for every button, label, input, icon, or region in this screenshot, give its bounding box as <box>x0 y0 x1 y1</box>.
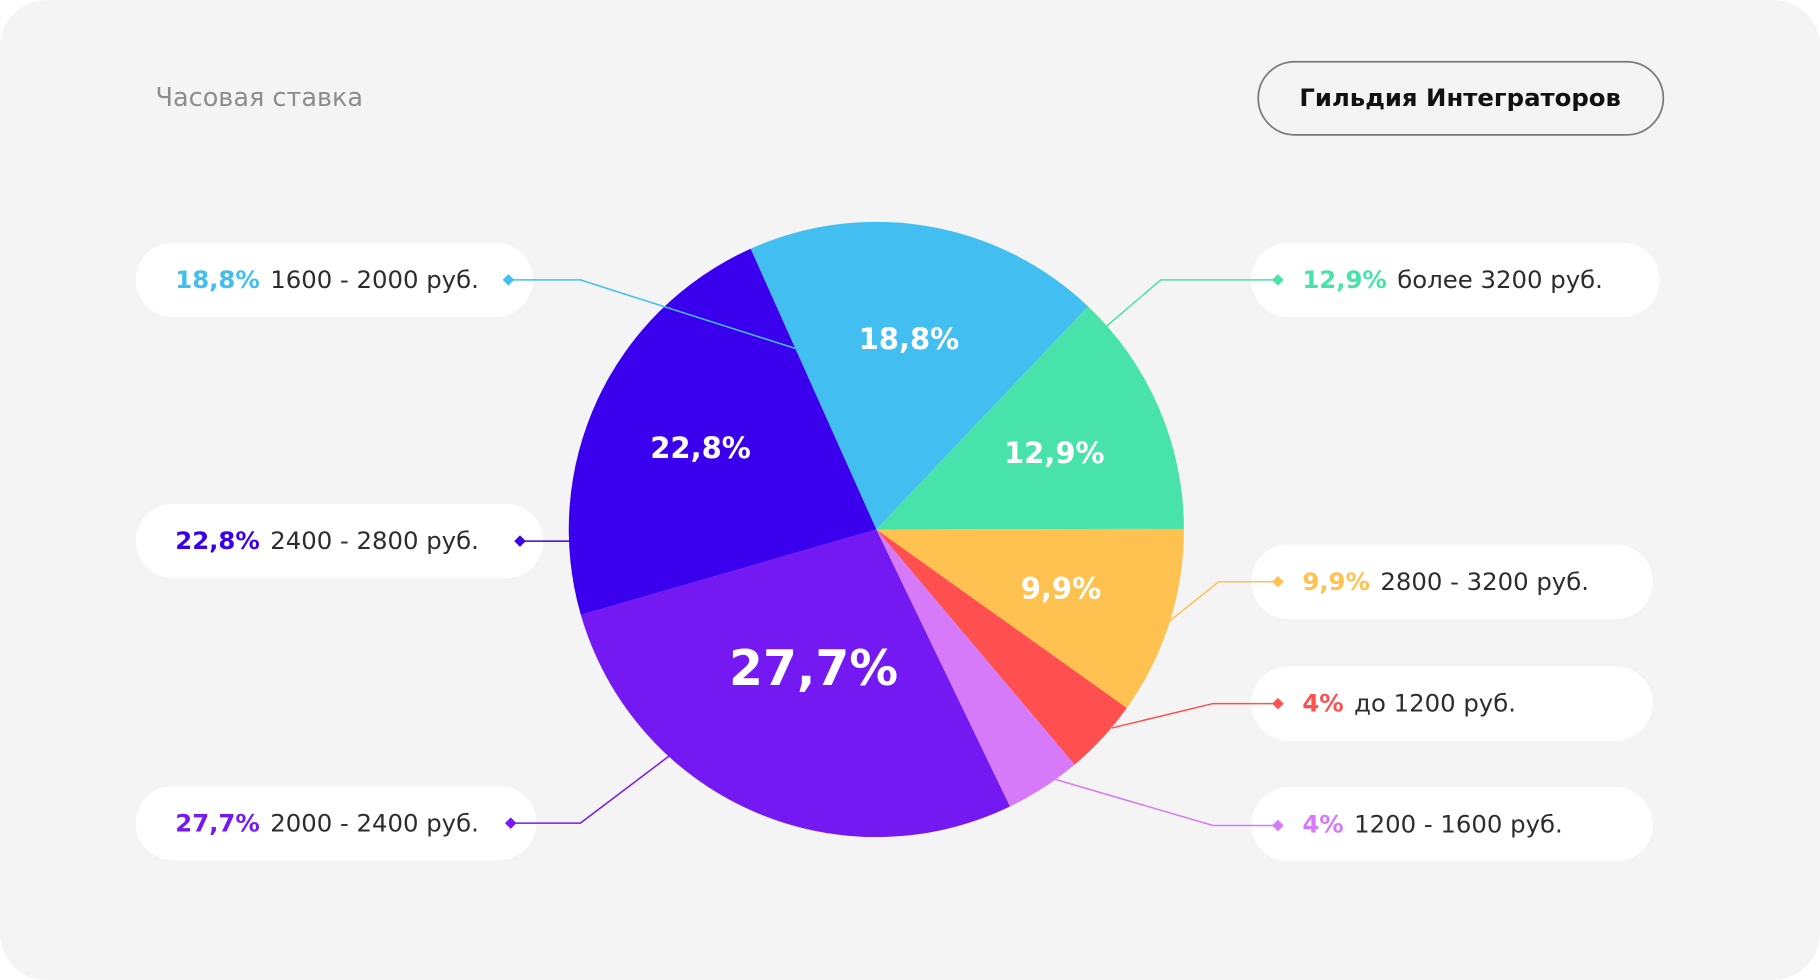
callout-label: 18,8% 1600 - 2000 руб. <box>175 265 479 294</box>
pie-slice <box>568 248 877 615</box>
slice-label: 22,8% <box>650 431 751 465</box>
callout-percent: 4% <box>1302 809 1343 838</box>
callout-category: 2000 - 2400 руб. <box>270 808 479 837</box>
leader-line <box>508 279 796 350</box>
pie-slice <box>580 529 1010 838</box>
leader-dot <box>514 535 526 547</box>
pie-slice <box>876 529 1127 765</box>
callout-label: 22,8% 2400 - 2800 руб. <box>175 526 479 555</box>
callout-box <box>135 785 537 861</box>
leader-line <box>1166 580 1278 625</box>
callout-label: 12,9% более 3200 руб. <box>1302 265 1603 294</box>
callout-category: более 3200 руб. <box>1397 265 1603 294</box>
button-frame[interactable] <box>1257 60 1665 136</box>
callout-percent: 9,9% <box>1302 567 1370 596</box>
leader-dot <box>1272 697 1284 710</box>
callout-box <box>135 503 544 579</box>
callout-percent: 4% <box>1302 689 1343 718</box>
callout-category: 2400 - 2800 руб. <box>270 526 479 555</box>
pie-slice <box>876 306 1184 530</box>
callout-percent: 12,9% <box>1302 265 1387 294</box>
slice-label: 18,8% <box>859 322 960 356</box>
callout-label: 9,9% 2800 - 3200 руб. <box>1302 567 1589 596</box>
leader-dot <box>1272 274 1284 286</box>
slice-label: 12,9% <box>1004 436 1105 470</box>
pie-slice <box>876 529 1075 807</box>
callout-label: 27,7% 2000 - 2400 руб. <box>175 808 479 837</box>
leader-line <box>1053 778 1278 827</box>
leader-dot <box>1272 819 1284 832</box>
leader-dot <box>504 817 517 829</box>
pie-slice <box>876 528 1184 709</box>
leader-line <box>1104 279 1278 329</box>
callout-box <box>1251 666 1653 741</box>
slice-label: 9,9% <box>1021 572 1101 606</box>
callout-category: 1600 - 2000 руб. <box>270 265 479 294</box>
leader-line <box>1111 702 1278 729</box>
callout-percent: 18,8% <box>175 265 260 294</box>
chart-title: Часовая ставка <box>156 83 364 113</box>
callout-percent: 22,8% <box>175 526 260 555</box>
callout-category: 1200 - 1600 руб. <box>1354 809 1563 838</box>
callout-box <box>1251 544 1653 619</box>
callout-percent: 27,7% <box>175 808 260 837</box>
callout-label: 4% 1200 - 1600 руб. <box>1302 809 1562 838</box>
pie-slice <box>750 221 1089 530</box>
leader-line <box>510 754 672 824</box>
slice-label: 27,7% <box>729 641 898 697</box>
callout-box <box>1251 242 1660 318</box>
callout-category: 2800 - 3200 руб. <box>1380 567 1589 596</box>
callout-box <box>1251 787 1653 862</box>
leader-dot <box>1272 575 1284 588</box>
callout-box <box>135 242 533 318</box>
callout-category: до 1200 руб. <box>1354 689 1516 718</box>
callout-label: 4% до 1200 руб. <box>1302 689 1516 718</box>
button-label[interactable]: Гильдия Интеграторов <box>1299 83 1621 112</box>
leader-dot <box>502 274 515 286</box>
